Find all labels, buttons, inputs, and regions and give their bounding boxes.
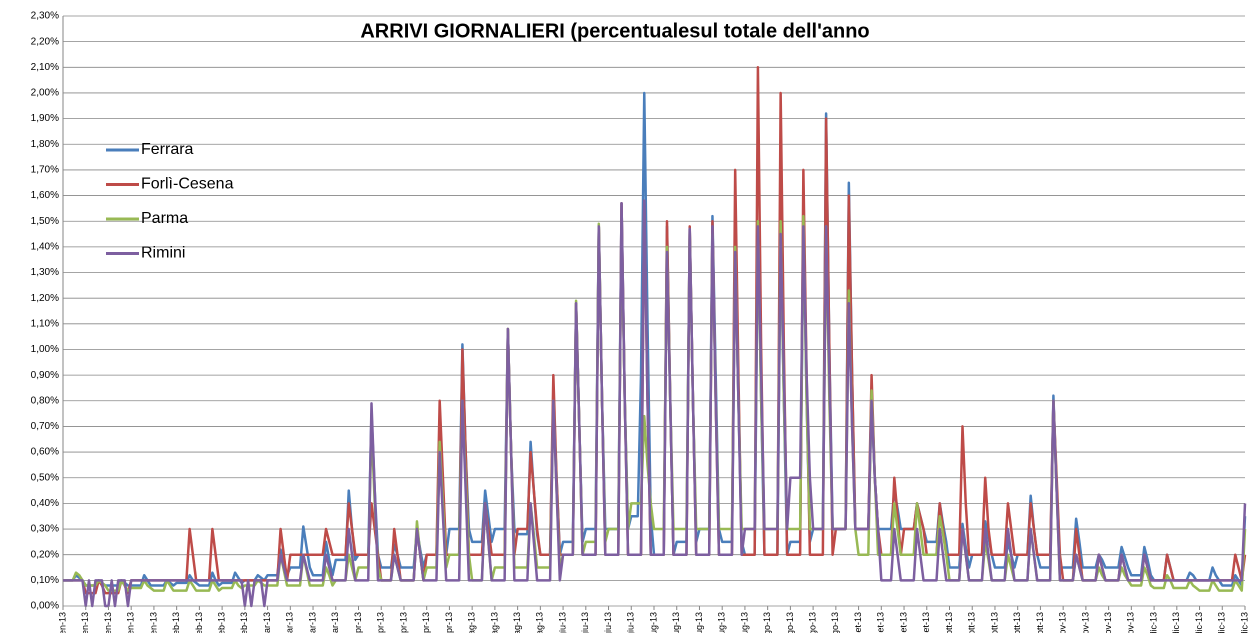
y-tick-label: 1,60% <box>31 190 59 201</box>
x-tick-label: 27-ago-13 <box>830 612 840 633</box>
y-tick-label: 0,10% <box>31 575 59 586</box>
x-tick-label: 01-gen-13 <box>57 612 67 633</box>
x-tick-label: 11-giu-13 <box>580 612 590 633</box>
x-tick-label: 20-ago-13 <box>807 612 817 633</box>
x-tick-label: 12-mar-13 <box>285 612 295 633</box>
x-tick-label: 22-gen-13 <box>126 612 136 633</box>
x-tick-label: 26-nov-13 <box>1126 612 1136 633</box>
x-tick-label: 16-lug-13 <box>694 612 704 633</box>
y-tick-label: 0,00% <box>31 601 59 612</box>
x-tick-label: 18-giu-13 <box>603 612 613 633</box>
x-tick-label: 09-lug-13 <box>671 612 681 633</box>
y-tick-label: 1,70% <box>31 165 59 176</box>
y-tick-label: 0,80% <box>31 395 59 406</box>
y-tick-label: 2,00% <box>31 88 59 99</box>
y-tick-label: 0,20% <box>31 549 59 560</box>
x-tick-label: 12-feb-13 <box>194 612 204 633</box>
x-tick-label: 08-gen-13 <box>80 612 90 633</box>
y-tick-label: 0,40% <box>31 498 59 509</box>
y-tick-label: 1,80% <box>31 139 59 150</box>
x-tick-label: 14-mag-13 <box>489 612 499 633</box>
x-tick-label: 17-dic-13 <box>1194 612 1204 633</box>
y-tick-label: 2,20% <box>31 36 59 47</box>
x-tick-label: 15-gen-13 <box>103 612 113 633</box>
x-tick-label: 15-ott-13 <box>989 612 999 633</box>
x-tick-label: 07-mag-13 <box>467 612 477 633</box>
legend-label: Rimini <box>141 245 185 262</box>
y-tick-label: 0,90% <box>31 370 59 381</box>
x-tick-label: 19-nov-13 <box>1103 612 1113 633</box>
x-tick-label: 22-ott-13 <box>1012 612 1022 633</box>
x-tick-label: 13-ago-13 <box>785 612 795 633</box>
x-tick-label: 12-nov-13 <box>1080 612 1090 633</box>
legend: Ferrara Forlì-Cesena Parma Rimini <box>106 141 234 262</box>
y-tick-label: 1,30% <box>31 267 59 278</box>
x-tick-label: 31-dic-13 <box>1239 612 1249 633</box>
x-tick-label: 23-apr-13 <box>421 612 431 633</box>
legend-label: Forlì-Cesena <box>141 176 234 193</box>
y-tick-label: 0,70% <box>31 421 59 432</box>
y-tick-label: 0,60% <box>31 447 59 458</box>
x-tick-label: 24-dic-13 <box>1217 612 1227 633</box>
x-tick-label: 03-set-13 <box>853 612 863 633</box>
y-tick-label: 1,00% <box>31 344 59 355</box>
plot-lines <box>63 66 1247 608</box>
x-axis-labels: 01-gen-13 08-gen-13 15-gen-13 22-gen-13 29-g… <box>57 606 1249 633</box>
x-tick-label: 16-apr-13 <box>398 612 408 633</box>
x-tick-label: 23-lug-13 <box>717 612 727 633</box>
x-tick-label: 03-dic-13 <box>1148 612 1158 633</box>
y-tick-label: 1,10% <box>31 318 59 329</box>
x-tick-label: 05-feb-13 <box>171 612 181 633</box>
chart-title: ARRIVI GIORNALIERI (percentualesul total… <box>360 20 869 42</box>
y-tick-label: 0,30% <box>31 524 59 535</box>
x-tick-label: 24-set-13 <box>921 612 931 633</box>
x-tick-label: 02-lug-13 <box>648 612 658 633</box>
x-tick-label: 30-lug-13 <box>739 612 749 633</box>
x-tick-label: 29-gen-13 <box>148 612 158 633</box>
y-tick-label: 0,50% <box>31 472 59 483</box>
y-tick-label: 1,20% <box>31 293 59 304</box>
x-tick-label: 19-mar-13 <box>307 612 317 633</box>
legend-label: Ferrara <box>141 141 194 158</box>
y-tick-label: 2,10% <box>31 62 59 73</box>
legend-label: Parma <box>141 210 188 227</box>
y-tick-label: 1,50% <box>31 216 59 227</box>
x-tick-label: 04-giu-13 <box>557 612 567 633</box>
x-tick-label: 26-mar-13 <box>330 612 340 633</box>
x-tick-label: 08-ott-13 <box>967 612 977 633</box>
x-tick-label: 21-mag-13 <box>512 612 522 633</box>
x-tick-label: 25-giu-13 <box>626 612 636 633</box>
x-tick-label: 01-ott-13 <box>944 612 954 633</box>
x-tick-label: 29-ott-13 <box>1035 612 1045 633</box>
x-tick-label: 17-set-13 <box>898 612 908 633</box>
x-tick-label: 10-set-13 <box>876 612 886 633</box>
x-tick-label: 06-ago-13 <box>762 612 772 633</box>
x-tick-label: 30-apr-13 <box>444 612 454 633</box>
series-line <box>63 199 1247 608</box>
x-tick-label: 26-feb-13 <box>239 612 249 633</box>
x-tick-label: 05-nov-13 <box>1058 612 1068 633</box>
x-tick-label: 28-mag-13 <box>535 612 545 633</box>
x-tick-label: 05-mar-13 <box>262 612 272 633</box>
x-tick-label: 10-dic-13 <box>1171 612 1181 633</box>
x-tick-label: 09-apr-13 <box>376 612 386 633</box>
y-tick-label: 2,30% <box>31 11 59 22</box>
x-tick-label: 19-feb-13 <box>216 612 226 633</box>
y-tick-label: 1,40% <box>31 242 59 253</box>
x-tick-label: 02-apr-13 <box>353 612 363 633</box>
y-tick-label: 1,90% <box>31 113 59 124</box>
